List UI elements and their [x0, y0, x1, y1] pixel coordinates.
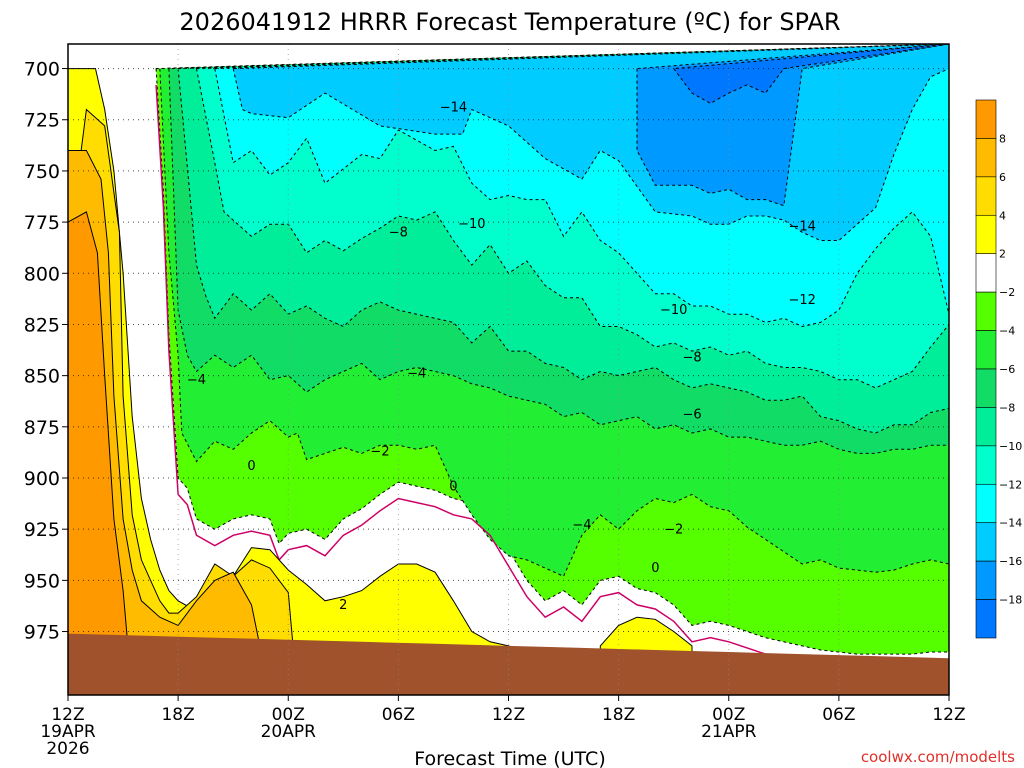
- plot-area: −14 −10 −8 −4 −4 −2 0 0 2 −4 −2 0 −10 −8 −6 −12 −14: [67, 43, 950, 696]
- colorbar-swatch: [975, 214, 997, 255]
- colorbar-swatch: [975, 445, 997, 485]
- y-tick-label: 975: [24, 622, 60, 644]
- colorbar-swatch: [975, 99, 997, 139]
- contour-label: −8: [389, 225, 408, 240]
- chart-title: 2026041912 HRRR Forecast Temperature (ºC…: [179, 8, 840, 36]
- x-date-label: 19APR: [40, 722, 96, 742]
- y-tick-label: 700: [24, 59, 60, 81]
- field-le_m14: [672, 44, 949, 104]
- x-date-year-label: 2026: [46, 739, 89, 759]
- y-axis: 700 725 750 775 800 825 850 875 900 925 950 975: [24, 59, 68, 644]
- contour-label: −6: [682, 408, 701, 423]
- y-tick-label: 775: [24, 212, 60, 234]
- colorbar-label: −4: [999, 325, 1015, 338]
- contour-label: −10: [458, 217, 485, 232]
- contour-label: 0: [247, 459, 255, 474]
- colorbar-label: −14: [999, 517, 1022, 530]
- colorbar-swatch: [975, 560, 997, 600]
- y-tick-label: 750: [24, 161, 60, 183]
- colorbar-swatch: [975, 138, 997, 178]
- colorbar-swatch: [975, 368, 997, 408]
- colorbar-label: 8: [999, 132, 1006, 145]
- contour-label: −4: [572, 518, 591, 533]
- colorbar-label: 2: [999, 248, 1006, 261]
- y-tick-label: 850: [24, 366, 60, 388]
- y-tick-label: 725: [24, 110, 60, 132]
- colorbar-label: 4: [999, 209, 1006, 222]
- x-axis-label: Forecast Time (UTC): [414, 748, 605, 768]
- colorbar-label: −2: [999, 286, 1015, 299]
- x-date-label: 20APR: [261, 722, 317, 742]
- contour-label: 0: [449, 479, 457, 494]
- x-tick-label: 12Z: [932, 705, 965, 725]
- colorbar-swatch: [975, 291, 997, 331]
- x-axis: 12Z 18Z 00Z 06Z 12Z 18Z 00Z 06Z 12Z19APR202620AP…: [40, 695, 966, 759]
- colorbar-swatch: [975, 522, 997, 562]
- colorbar-swatch: [975, 483, 997, 524]
- colorbar-swatch: [975, 253, 997, 293]
- y-tick-label: 950: [24, 570, 60, 592]
- contour-label: −4: [407, 367, 426, 382]
- x-tick-label: 18Z: [602, 705, 635, 725]
- colorbar: 8 6 4 2 −2 −4 −6 −8 −10 −12 −14 −16 −18: [975, 99, 1022, 639]
- contour-label: −2: [370, 444, 389, 459]
- colorbar-label: −8: [999, 401, 1015, 414]
- colorbar-label: −16: [999, 555, 1022, 568]
- credit-text: coolwx.com/modelts: [861, 748, 1015, 766]
- x-tick-label: 00Z: [272, 705, 305, 725]
- x-tick-label: 06Z: [382, 705, 415, 725]
- contour-label: 2: [339, 598, 347, 613]
- x-tick-label: 12Z: [492, 705, 525, 725]
- colorbar-label: −12: [999, 478, 1022, 491]
- y-tick-label: 875: [24, 417, 60, 439]
- contour-label: −14: [788, 219, 815, 234]
- y-tick-label: 800: [24, 263, 60, 285]
- contour-label: −8: [682, 350, 701, 365]
- y-tick-label: 825: [24, 314, 60, 336]
- x-tick-label: 06Z: [822, 705, 855, 725]
- contour-label: −12: [788, 293, 815, 308]
- y-tick-label: 900: [24, 468, 60, 490]
- x-tick-label: 12Z: [51, 705, 84, 725]
- colorbar-label: 6: [999, 171, 1006, 184]
- x-tick-label: 18Z: [161, 705, 194, 725]
- colorbar-label: −18: [999, 594, 1022, 607]
- colorbar-label: −6: [999, 363, 1015, 376]
- x-tick-label: 00Z: [712, 705, 745, 725]
- colorbar-swatch: [975, 599, 997, 639]
- x-date-label: 21APR: [701, 722, 757, 742]
- contour-label: 0: [651, 561, 659, 576]
- colorbar-label: −10: [999, 440, 1022, 453]
- colorbar-swatch: [975, 176, 997, 216]
- contour-label: −10: [660, 303, 687, 318]
- contour-label: −4: [187, 373, 206, 388]
- y-tick-label: 925: [24, 519, 60, 541]
- colorbar-swatch: [975, 407, 997, 447]
- contour-label: −14: [440, 101, 467, 116]
- colorbar-swatch: [975, 330, 997, 370]
- contour-label: −2: [664, 522, 683, 537]
